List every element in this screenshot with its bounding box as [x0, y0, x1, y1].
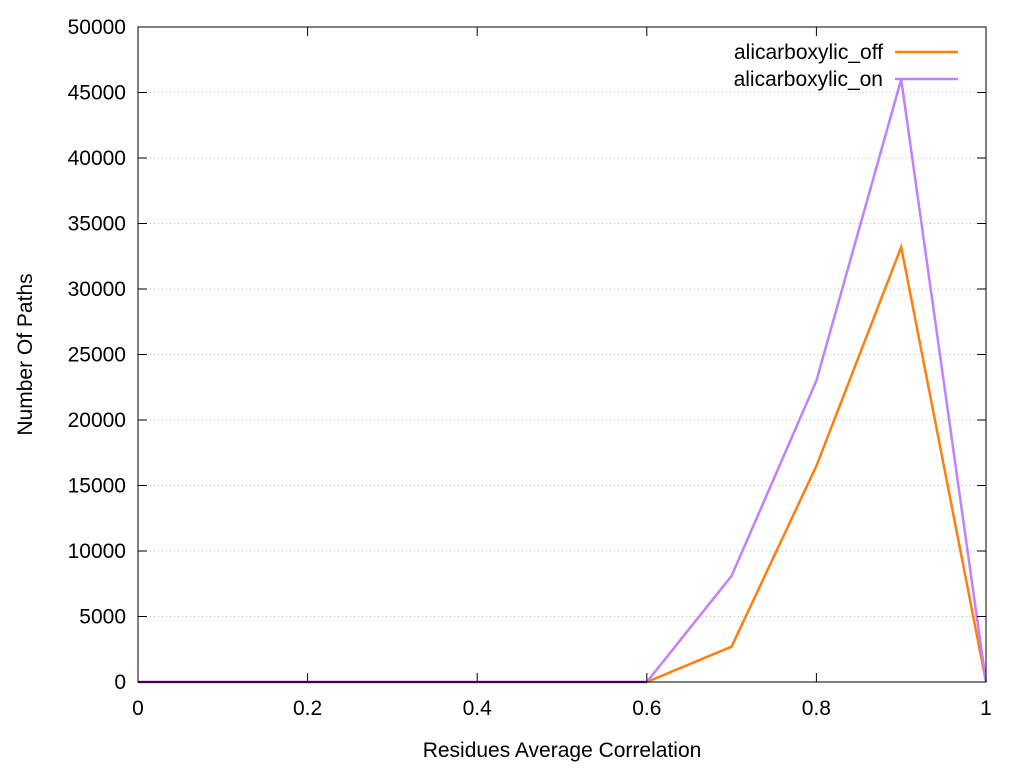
- legend-label: alicarboxylic_off: [734, 41, 883, 64]
- legend-label: alicarboxylic_on: [734, 68, 883, 91]
- y-tick-label: 0: [114, 671, 126, 694]
- y-axis-title: Number Of Paths: [14, 273, 37, 435]
- axes: [137, 26, 987, 683]
- y-tick-label: 40000: [68, 147, 126, 170]
- series-lines: [138, 79, 988, 684]
- y-tick-label: 25000: [68, 344, 126, 367]
- x-tick-label: 0.4: [463, 697, 493, 720]
- y-tick-label: 45000: [68, 82, 126, 105]
- y-tick-label: 15000: [68, 475, 126, 498]
- x-tick-label: 0.2: [293, 697, 322, 720]
- y-tick-label: 10000: [68, 540, 126, 563]
- series-line-alicarboxylic_on: [138, 79, 988, 684]
- x-tick-label: 0.6: [632, 697, 661, 720]
- tick-labels: 0 5000 10000 15000 20000 25000 30000 35000 40000…: [68, 16, 992, 720]
- y-tick-label: 20000: [68, 409, 126, 432]
- x-tick-label: 0: [132, 697, 144, 720]
- y-tick-label: 50000: [68, 16, 126, 39]
- x-tick-label: 0.8: [802, 697, 831, 720]
- legend: alicarboxylic_off alicarboxylic_on: [734, 41, 958, 91]
- y-tick-label: 35000: [68, 213, 126, 236]
- x-tick-label: 1: [980, 697, 992, 720]
- grid-lines: [138, 92, 986, 617]
- y-tick-label: 30000: [68, 278, 126, 301]
- y-tick-label: 5000: [79, 606, 126, 629]
- x-axis-title: Residues Average Correlation: [423, 739, 702, 762]
